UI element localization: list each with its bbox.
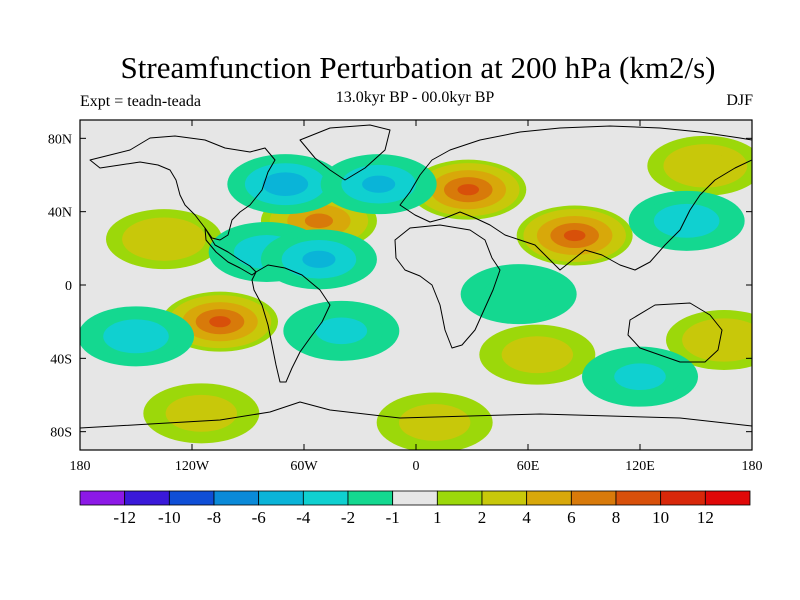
axis-ticks	[79, 120, 753, 450]
colorbar-swatch	[436, 490, 483, 506]
colorbar-swatch	[704, 490, 751, 506]
anomaly-contour	[501, 336, 574, 374]
coastline-antarctica	[80, 401, 752, 429]
anomaly-contour	[698, 326, 750, 354]
colorbar-label: 4	[522, 508, 531, 527]
colorbar-label: 12	[697, 508, 714, 527]
lon-tick-label: 60E	[517, 459, 540, 474]
anomaly-contour	[666, 210, 707, 232]
anomaly-contour	[362, 175, 396, 193]
anomaly-contour	[271, 176, 300, 192]
coastline-australia	[627, 302, 723, 363]
coastline-north-america	[89, 135, 276, 241]
colorbar-label: 8	[612, 508, 621, 527]
colorbar-swatch	[660, 490, 706, 506]
colorbar-swatch	[615, 490, 662, 506]
colorbar-swatch	[124, 490, 170, 506]
coastline-africa	[394, 224, 501, 349]
colorbar-swatch	[570, 490, 617, 506]
lon-tick-label: 120E	[625, 459, 655, 474]
colorbar-label: -4	[296, 508, 311, 527]
colorbar-label: -2	[341, 508, 355, 527]
colorbar-swatch	[481, 490, 528, 506]
lon-tick-label: 120W	[175, 459, 210, 474]
colorbar: -12 -10 -8 -6 -4 -2 -1 1 2 4 6 8 10 12	[79, 490, 751, 527]
colorbar-label: -6	[252, 508, 266, 527]
anomaly-contour	[482, 275, 555, 313]
lat-tick-label: 40N	[48, 206, 72, 221]
anomaly-contour	[315, 317, 368, 345]
anomaly-contour	[209, 316, 231, 328]
colorbar-swatch	[302, 490, 349, 506]
lat-tick-label: 80S	[50, 426, 72, 441]
coastline-central-america	[204, 227, 257, 276]
colorbar-label: -1	[386, 508, 400, 527]
lat-tick-label: 80N	[48, 132, 72, 147]
map-subtitle: 13.0kyr BP - 00.0kyr BP	[335, 89, 495, 106]
anomaly-contour	[398, 404, 471, 441]
colorbar-label: 6	[567, 508, 576, 527]
anomaly-contour	[165, 394, 238, 432]
colorbar-swatch	[213, 490, 260, 506]
colorbar-label: -10	[158, 508, 181, 527]
anomaly-contour	[138, 225, 190, 253]
coastline-greenland	[299, 124, 391, 181]
colorbar-swatch	[258, 490, 304, 506]
anomaly-contour	[563, 229, 586, 242]
lon-tick-label: 0	[413, 459, 420, 474]
colorbar-label: 10	[652, 508, 669, 527]
map-title: Streamfunction Perturbation at 200 hPa (…	[120, 50, 716, 85]
experiment-label: Expt = teadn-teada	[80, 93, 201, 110]
colorbar-label: 1	[433, 508, 442, 527]
colorbar-label: 2	[478, 508, 487, 527]
colorbar-swatch	[526, 490, 572, 506]
lon-tick-label: 60W	[290, 459, 318, 474]
anomaly-contour	[679, 152, 732, 180]
anomaly-contour	[115, 325, 157, 347]
coastline-eurasia	[399, 125, 752, 271]
lon-tick-label: 180	[70, 459, 91, 474]
colorbar-swatch	[168, 490, 215, 506]
lat-tick-label: 40S	[50, 352, 72, 367]
season-label: DJF	[726, 92, 753, 109]
lat-tick-label: 0	[65, 279, 72, 294]
colorbar-swatch	[392, 490, 438, 506]
anomaly-contour	[614, 363, 666, 390]
anomaly-field	[80, 135, 752, 450]
anomaly-contour	[457, 184, 480, 196]
anomaly-contour	[302, 250, 336, 268]
coastline-south-america	[251, 264, 331, 383]
colorbar-label: -8	[207, 508, 221, 527]
axis-tick-labels: 180 120W 60W 0 60E 120E 180 80N 40N 0 40S 80S	[48, 132, 763, 474]
anomaly-contour	[304, 213, 333, 229]
colorbar-swatch	[347, 490, 394, 506]
lon-tick-label: 180	[742, 459, 763, 474]
colorbar-swatch	[79, 490, 126, 506]
colorbar-label: -12	[113, 508, 136, 527]
coastlines	[80, 124, 752, 429]
